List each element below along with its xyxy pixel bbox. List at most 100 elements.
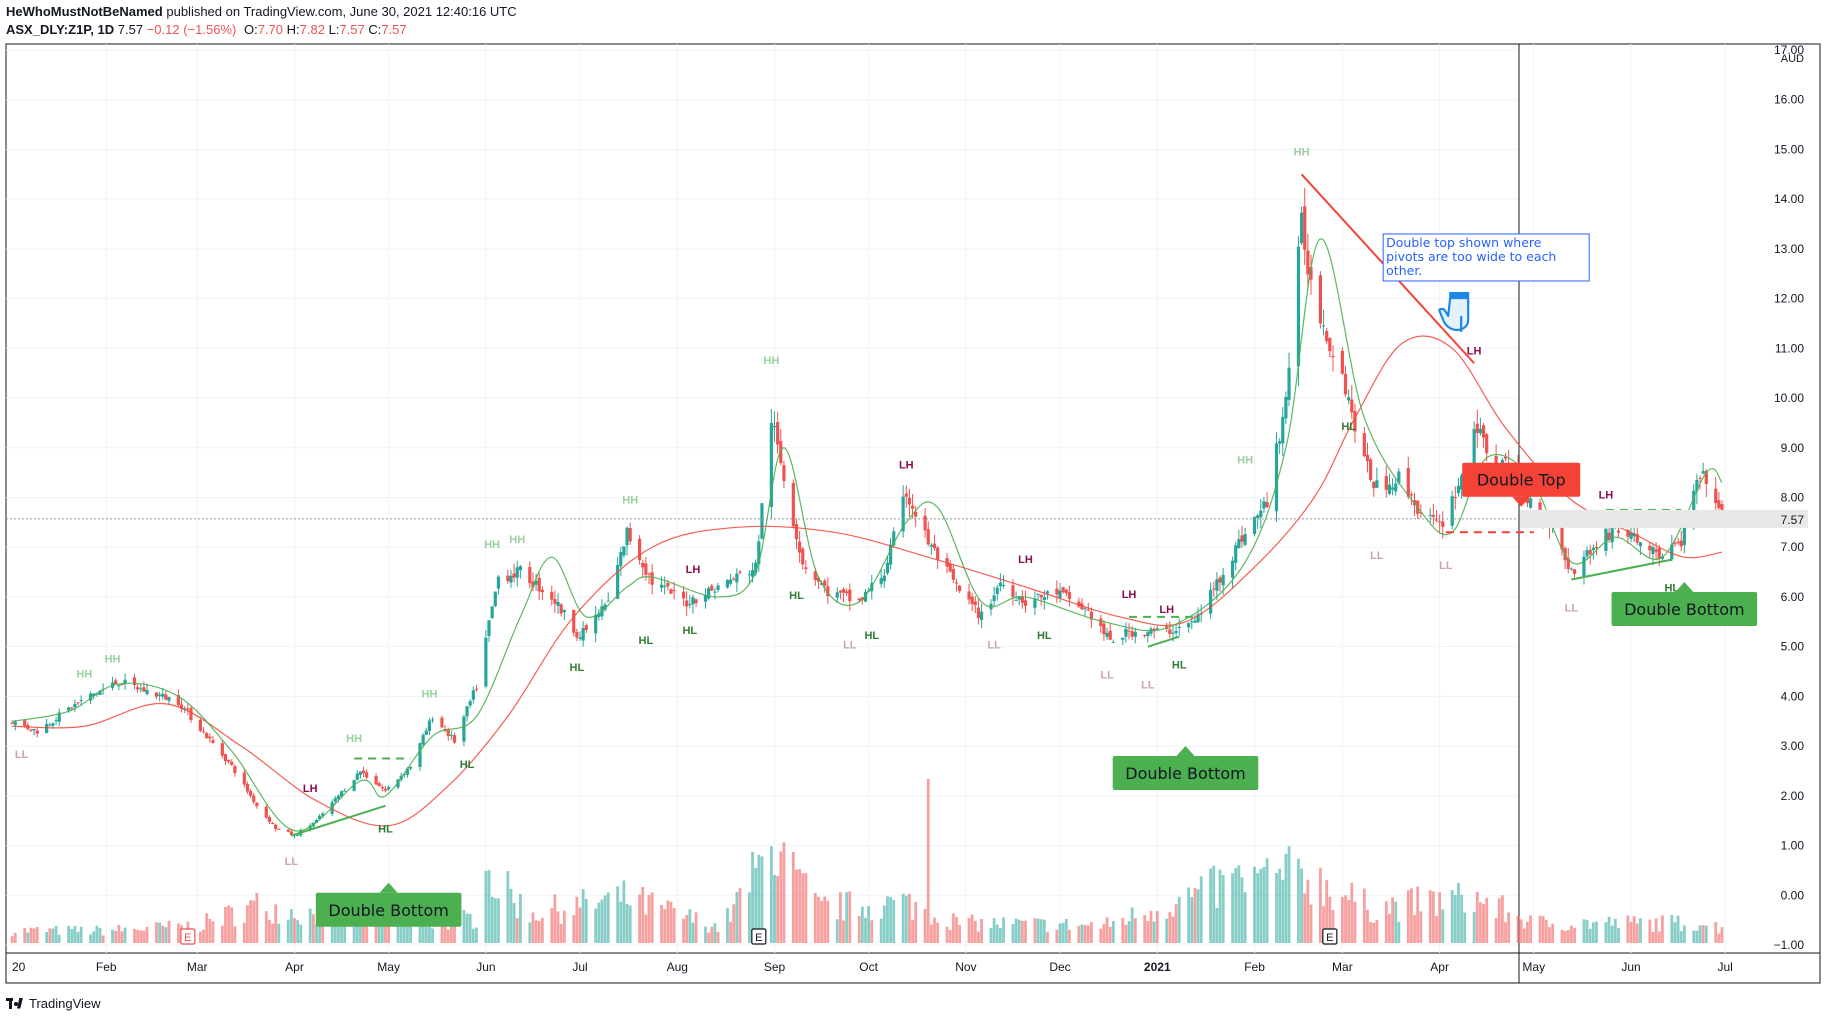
candle-body (863, 591, 868, 602)
candle-body (387, 787, 391, 790)
volume-bar (707, 932, 711, 943)
volume-bar (1529, 915, 1533, 943)
volume-bar (365, 914, 369, 943)
volume-bar (155, 922, 158, 943)
volume-bar (647, 895, 651, 943)
candle-body (1529, 498, 1533, 508)
tradingview-footer[interactable]: TradingView (6, 996, 101, 1011)
volume-bar (255, 892, 259, 943)
volume-bar (98, 928, 102, 943)
volume-bar (1438, 892, 1442, 943)
pivot-label-hl: HL (1172, 660, 1187, 672)
pivot-label-ll: LL (1439, 560, 1453, 572)
candle-body (1485, 434, 1489, 454)
candle-body (663, 585, 667, 587)
volume-bar (167, 920, 171, 943)
volume-bar (531, 912, 535, 943)
candle-body (892, 531, 896, 546)
candle-body (926, 529, 930, 545)
candle-body (358, 771, 362, 775)
volume-bar (487, 869, 491, 943)
volume-bar (892, 899, 896, 943)
pivot-label-hl: HL (789, 590, 804, 602)
tradingview-logo-icon (6, 997, 24, 1010)
candlesticks (10, 187, 1724, 839)
pivot-label-lh: LH (1159, 604, 1174, 616)
volume-bar (1152, 921, 1156, 943)
volume-bar (835, 919, 839, 943)
candle-body (1494, 456, 1498, 466)
volume-bar (1262, 866, 1266, 943)
candle-body (176, 695, 181, 706)
y-tick-label: 5.00 (1781, 640, 1805, 654)
candle-body (716, 585, 720, 590)
volume-bar (795, 869, 798, 943)
volume-bar (1676, 915, 1680, 943)
volume-bar (606, 892, 610, 943)
volume-bar (735, 892, 739, 943)
volume-bar (1039, 919, 1043, 943)
candle-body (446, 728, 450, 736)
volume-bar (1256, 873, 1260, 943)
pivot-label-hl: HL (460, 759, 475, 771)
candle-body (578, 637, 582, 639)
volume-bar (271, 923, 274, 943)
candle-body (120, 683, 124, 686)
volume-bar (1431, 891, 1435, 943)
candle-body (1390, 487, 1395, 490)
candle-body (1569, 568, 1574, 570)
volume-bar (779, 851, 783, 943)
candle-body (418, 743, 422, 767)
volume-bar (776, 875, 780, 943)
callout-double-bottom: Double Bottom (315, 882, 462, 927)
volume-bar (362, 914, 365, 943)
volume-bar (475, 927, 478, 943)
volume-bar (35, 927, 39, 943)
volume-bar (220, 925, 224, 943)
candle-body (1102, 623, 1106, 635)
pivot-label-hh: HH (105, 654, 121, 666)
volume-bar (729, 921, 732, 943)
candle-body (1328, 337, 1332, 352)
volume-bar (1519, 919, 1523, 943)
volume-bar (468, 913, 472, 943)
volume-bar (1265, 858, 1269, 943)
candle-body (242, 772, 246, 785)
candle-body (619, 552, 623, 567)
candle-body (973, 601, 977, 606)
candle-body (728, 579, 733, 584)
candle-body (540, 589, 544, 593)
candle-body (67, 707, 71, 711)
low-label: L: (328, 22, 340, 37)
candle-body (1067, 592, 1072, 600)
callout-box (1112, 756, 1259, 791)
volume-bar (1033, 918, 1037, 943)
volume-bar (650, 892, 654, 943)
y-tick-label: 11.00 (1775, 341, 1804, 355)
volume-bar (358, 922, 362, 943)
candle-body (139, 688, 143, 690)
candle-body (1011, 585, 1015, 598)
candle-body (45, 723, 49, 733)
candle-body (211, 740, 215, 743)
candle-body (208, 736, 212, 739)
candle-body (374, 776, 378, 785)
candle-body (1343, 373, 1348, 395)
volume-bar (914, 901, 918, 943)
volume-bar (318, 924, 321, 943)
candle-body (73, 704, 77, 708)
symbol-label[interactable]: ASX_DLY:Z1P, 1D (6, 22, 115, 37)
volume-bar (73, 925, 77, 943)
candle-body (1375, 480, 1379, 488)
candle-body (1215, 579, 1219, 591)
x-tick-label: Jun (1621, 960, 1640, 974)
callout-pointer (1512, 496, 1531, 507)
volume-bar (1453, 894, 1457, 943)
author-name[interactable]: HeWhoMustNotBeNamed (6, 4, 163, 19)
volume-bar (1127, 921, 1131, 943)
volume-bar (600, 899, 604, 943)
volume-bar (396, 921, 400, 943)
pivot-label-hh: HH (1237, 455, 1253, 467)
volume-bar (1171, 916, 1175, 943)
